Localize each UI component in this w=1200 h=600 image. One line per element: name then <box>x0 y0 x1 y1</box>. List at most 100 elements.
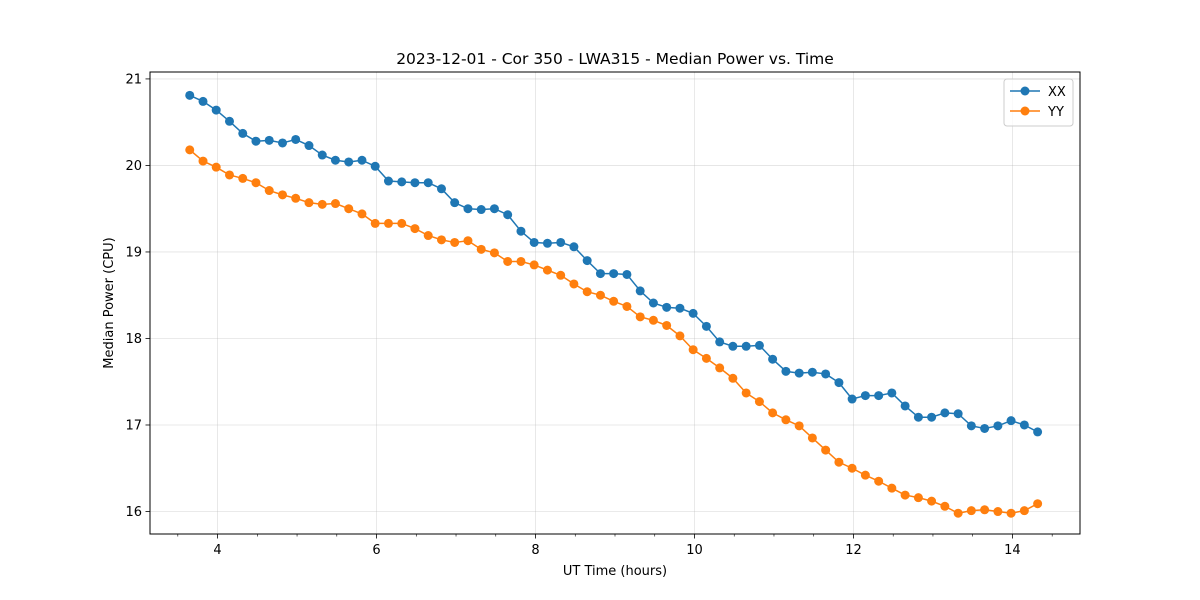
data-point-xx <box>953 409 963 419</box>
data-point-yy <box>582 287 592 297</box>
data-point-yy <box>370 218 380 228</box>
data-point-xx <box>913 412 923 422</box>
data-point-xx <box>834 378 844 388</box>
data-point-xx <box>662 302 672 312</box>
data-point-yy <box>662 320 672 330</box>
x-axis-label: UT Time (hours) <box>563 564 667 579</box>
data-point-yy <box>913 493 923 503</box>
data-point-xx <box>344 157 354 167</box>
data-point-yy <box>344 204 354 214</box>
data-point-yy <box>357 209 367 219</box>
axis-ticks: 4 6 8 10 12 14 16 17 18 19 20 21 <box>125 72 1053 558</box>
data-point-xx <box>1019 420 1029 430</box>
y-tick-label: 18 <box>125 332 142 347</box>
data-point-yy <box>609 296 619 306</box>
data-point-xx <box>238 128 248 138</box>
data-point-yy <box>821 445 831 455</box>
data-point-xx <box>304 141 314 151</box>
data-point-yy <box>224 170 234 180</box>
data-point-xx <box>569 242 579 252</box>
data-point-yy <box>423 231 433 241</box>
data-point-yy <box>635 312 645 322</box>
x-tick-label: 8 <box>531 543 539 558</box>
data-point-yy <box>781 415 791 425</box>
data-point-xx <box>463 204 473 214</box>
data-point-yy <box>834 457 844 467</box>
data-point-xx <box>529 237 539 247</box>
data-point-xx <box>927 412 937 422</box>
data-point-yy <box>436 235 446 245</box>
legend-marker-xx <box>1020 86 1030 96</box>
data-point-xx <box>423 178 433 188</box>
data-point-xx <box>410 178 420 188</box>
x-tick-label: 14 <box>1004 543 1021 558</box>
y-axis-label: Median Power (CPU) <box>102 237 117 368</box>
data-point-yy <box>648 315 658 325</box>
data-point-xx <box>688 308 698 318</box>
data-point-xx <box>251 136 261 146</box>
legend: XX YY <box>1003 78 1074 127</box>
series-xx <box>185 90 1043 437</box>
x-tick-label: 6 <box>372 543 380 558</box>
y-tick-label: 17 <box>125 418 142 433</box>
data-point-xx <box>556 237 566 247</box>
data-point-xx <box>1033 427 1043 437</box>
data-point-yy <box>847 463 857 473</box>
data-point-xx <box>370 161 380 171</box>
data-point-yy <box>622 301 632 311</box>
data-point-yy <box>251 178 261 188</box>
data-point-xx <box>847 394 857 404</box>
y-tick-label: 20 <box>125 159 142 174</box>
data-point-xx <box>900 401 910 411</box>
data-point-yy <box>185 145 195 155</box>
data-point-yy <box>874 476 884 486</box>
data-point-xx <box>940 408 950 418</box>
data-point-yy <box>556 270 566 280</box>
x-tick-label: 12 <box>845 543 862 558</box>
data-point-yy <box>450 237 460 247</box>
data-point-xx <box>701 321 711 331</box>
data-point-yy <box>330 199 340 209</box>
data-point-xx <box>648 298 658 308</box>
data-point-yy <box>1033 499 1043 509</box>
data-point-xx <box>781 366 791 376</box>
chart-title: 2023-12-01 - Cor 350 - LWA315 - Median P… <box>396 50 834 68</box>
data-point-yy <box>966 506 976 516</box>
data-point-yy <box>807 433 817 443</box>
data-point-yy <box>304 198 314 208</box>
data-point-xx <box>357 155 367 165</box>
data-point-xx <box>993 421 1003 431</box>
data-point-yy <box>542 265 552 275</box>
data-point-yy <box>397 218 407 228</box>
y-tick-label: 19 <box>125 245 142 260</box>
data-point-yy <box>569 279 579 289</box>
data-point-xx <box>1006 416 1016 426</box>
data-point-yy <box>715 363 725 373</box>
data-point-yy <box>688 345 698 355</box>
data-point-xx <box>198 96 208 106</box>
data-point-yy <box>383 218 393 228</box>
data-point-yy <box>238 173 248 183</box>
data-point-xx <box>768 354 778 364</box>
data-point-yy <box>317 199 327 209</box>
data-point-xx <box>741 341 751 351</box>
data-point-xx <box>887 388 897 398</box>
data-point-xx <box>821 369 831 379</box>
data-point-yy <box>595 290 605 300</box>
data-point-xx <box>291 134 301 144</box>
data-point-xx <box>675 303 685 313</box>
y-tick-label: 16 <box>125 505 142 520</box>
data-point-yy <box>476 244 486 254</box>
data-point-yy <box>741 388 751 398</box>
data-point-xx <box>516 226 526 236</box>
data-point-yy <box>728 373 738 383</box>
data-point-xx <box>476 205 486 215</box>
series-yy <box>185 145 1043 518</box>
data-point-xx <box>450 198 460 208</box>
data-point-yy <box>198 156 208 166</box>
data-point-yy <box>701 353 711 363</box>
data-point-xx <box>489 204 499 214</box>
data-point-xx <box>635 286 645 296</box>
data-point-yy <box>940 501 950 511</box>
